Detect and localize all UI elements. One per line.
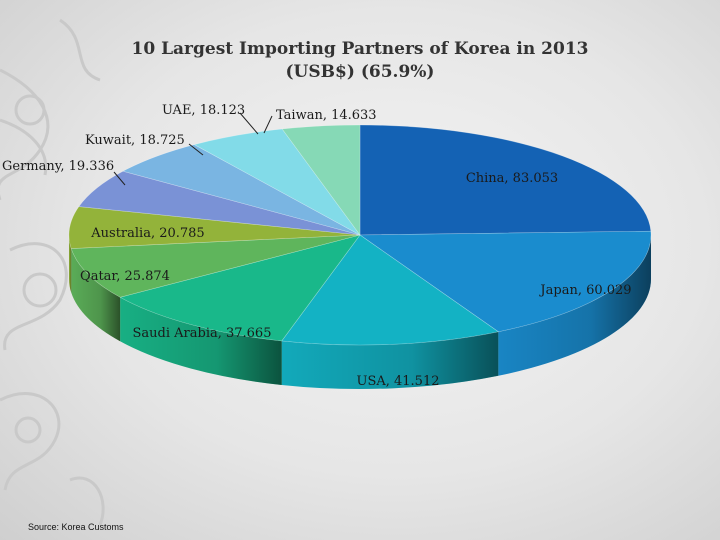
- pie-slice-kuwait: [122, 144, 361, 236]
- slice-label-taiwan: Taiwan, 14.633: [276, 108, 377, 123]
- slice-label-kuwait: Kuwait, 18.725: [85, 133, 185, 148]
- pie-slice-uae: [193, 128, 361, 236]
- slice-label-japan: Japan, 60.029: [538, 283, 631, 298]
- leader-lines: [113, 112, 273, 186]
- slice-label-saudi-arabia: Saudi Arabia, 37.665: [133, 326, 272, 341]
- leader-line-uae: [239, 112, 259, 135]
- pie-side-qatar: [71, 248, 121, 342]
- pie-slice-germany: [78, 170, 361, 236]
- pie-slice-usa: [281, 234, 500, 346]
- pie-side-saudi-arabia: [120, 297, 282, 385]
- pie-slice-taiwan: [281, 124, 361, 236]
- pie-side-australia: [69, 235, 72, 293]
- pie-slice-qatar: [70, 234, 361, 298]
- slice-label-australia: Australia, 20.785: [90, 226, 204, 241]
- pie-side-usa: [281, 331, 499, 389]
- chart-title: 10 Largest Importing Partners of Korea i…: [131, 39, 589, 59]
- slice-label-qatar: Qatar, 25.874: [80, 269, 170, 284]
- pie-slice-china: [359, 124, 652, 236]
- slice-label-china: China, 83.053: [466, 171, 558, 186]
- pie-slice-australia: [68, 206, 361, 249]
- slice-label-germany: Germany, 19.336: [2, 159, 114, 174]
- decorative-ornament: [0, 18, 105, 526]
- chart-subtitle: (USB$) (65.9%): [285, 62, 435, 82]
- pie-side-japan: [498, 235, 651, 376]
- pie-top-layer: [68, 124, 652, 346]
- source-note: Source: Korea Customs: [28, 522, 124, 532]
- slice-label-usa: USA, 41.512: [356, 374, 439, 389]
- slice-label-uae: UAE, 18.123: [162, 103, 245, 118]
- leader-line-taiwan: [263, 115, 273, 134]
- pie-slice-japan: [359, 230, 652, 333]
- slice-labels: China, 83.053 Japan, 60.029 USA, 41.512 Sau…: [2, 103, 632, 389]
- leader-line-kuwait: [188, 143, 204, 156]
- pie-slice-saudi-arabia: [119, 234, 361, 342]
- pie-side-layer: [69, 235, 651, 389]
- leader-line-germany: [113, 171, 126, 186]
